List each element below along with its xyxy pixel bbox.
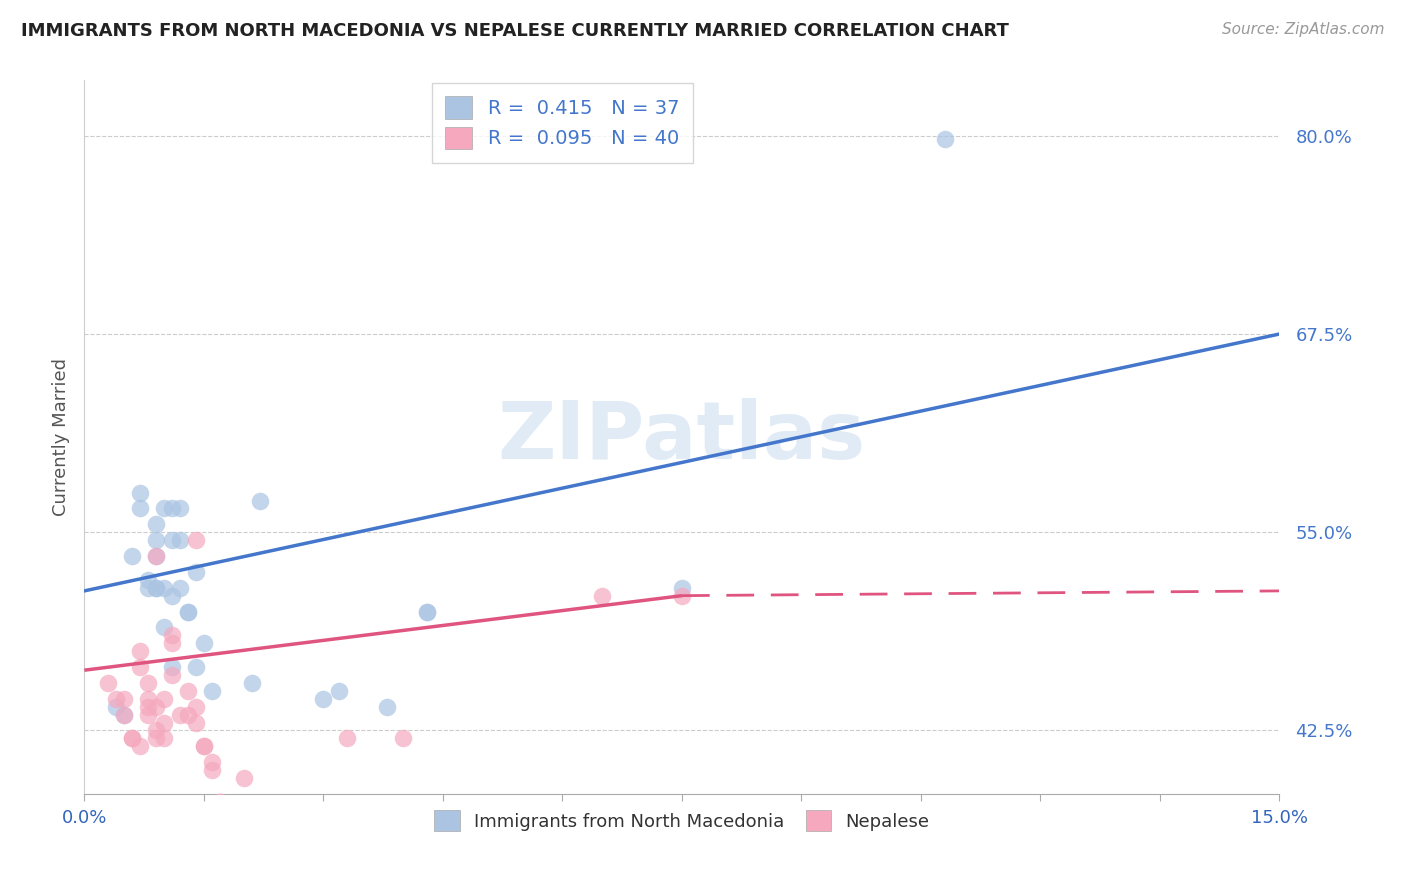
Point (112, 707, 135, 722)
Point (153, 731, 176, 746)
Point (145, 723, 167, 738)
Point (201, 763, 224, 777)
Point (160, 628, 183, 642)
Point (416, 605, 439, 619)
Point (177, 707, 200, 722)
Point (934, 132, 956, 146)
Point (97, 676, 120, 690)
Point (184, 660, 207, 674)
Point (671, 581, 693, 595)
Point (208, 795, 231, 809)
Point (169, 501, 191, 516)
Point (136, 676, 159, 690)
Point (145, 549, 167, 563)
Point (193, 739, 215, 754)
Point (193, 739, 215, 754)
Point (121, 731, 143, 746)
Point (208, 795, 231, 809)
Point (177, 605, 200, 619)
Point (153, 620, 176, 634)
Point (201, 683, 224, 698)
Legend: Immigrants from North Macedonia, Nepalese: Immigrants from North Macedonia, Nepales… (427, 803, 936, 838)
Point (160, 636, 183, 650)
Point (375, 699, 398, 714)
Point (169, 707, 191, 722)
Point (112, 691, 135, 706)
Point (184, 715, 207, 730)
Text: ZIPatlas: ZIPatlas (498, 398, 866, 476)
Point (184, 699, 207, 714)
Point (145, 699, 167, 714)
Point (129, 660, 152, 674)
Point (169, 533, 191, 548)
Point (136, 581, 159, 595)
Point (121, 549, 143, 563)
Point (136, 707, 159, 722)
Point (129, 644, 152, 658)
Point (145, 517, 167, 532)
Point (153, 581, 176, 595)
Point (177, 605, 200, 619)
Point (184, 533, 207, 548)
Point (160, 533, 183, 548)
Point (201, 755, 224, 769)
Text: Source: ZipAtlas.com: Source: ZipAtlas.com (1222, 22, 1385, 37)
Text: IMMIGRANTS FROM NORTH MACEDONIA VS NEPALESE CURRENTLY MARRIED CORRELATION CHART: IMMIGRANTS FROM NORTH MACEDONIA VS NEPAL… (21, 22, 1010, 40)
Point (416, 605, 439, 619)
Point (392, 731, 415, 746)
Point (249, 493, 271, 508)
Point (145, 581, 167, 595)
Point (145, 549, 167, 563)
Point (153, 501, 176, 516)
Point (145, 533, 167, 548)
Point (671, 589, 693, 603)
Point (121, 731, 143, 746)
Point (136, 691, 159, 706)
Point (177, 683, 200, 698)
Y-axis label: Currently Married: Currently Married (52, 358, 70, 516)
Point (136, 699, 159, 714)
Point (145, 731, 167, 746)
Point (232, 771, 254, 785)
Point (160, 589, 183, 603)
Point (336, 731, 359, 746)
Point (105, 691, 128, 706)
Point (591, 589, 613, 603)
Point (105, 699, 128, 714)
Point (184, 565, 207, 579)
Point (129, 739, 152, 754)
Point (112, 707, 135, 722)
Point (129, 485, 152, 500)
Point (160, 660, 183, 674)
Point (160, 668, 183, 682)
Point (312, 691, 335, 706)
Point (169, 581, 191, 595)
Point (328, 683, 350, 698)
Point (153, 691, 176, 706)
Point (145, 581, 167, 595)
Point (160, 501, 183, 516)
Point (193, 636, 215, 650)
Point (153, 715, 176, 730)
Point (129, 501, 152, 516)
Point (240, 676, 263, 690)
Point (136, 573, 159, 587)
